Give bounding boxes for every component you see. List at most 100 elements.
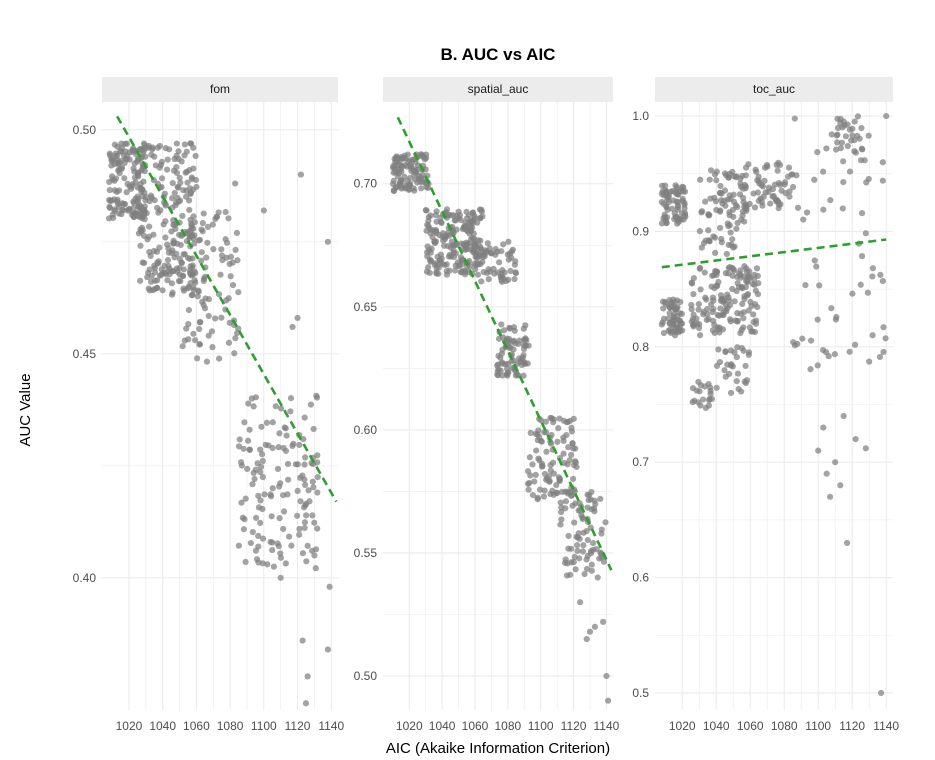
scatter-point [737,330,743,336]
scatter-point [170,241,176,247]
scatter-point [811,177,817,183]
scatter-point [816,282,822,288]
scatter-point [446,253,452,259]
scatter-point [254,556,260,562]
scatter-point [177,197,183,203]
scatter-point [708,167,714,173]
scatter-point [115,144,121,150]
scatter-point [289,324,295,330]
scatter-point [775,160,781,166]
scatter-point [741,263,747,269]
scatter-point [728,318,734,324]
scatter-point [448,212,454,218]
scatter-point [808,337,814,343]
scatter-point [565,546,571,552]
scatter-point [159,159,165,165]
facet-strip-label: toc_auc [753,82,795,96]
scatter-point [539,461,545,467]
scatter-point [282,424,288,430]
scatter-point [433,212,439,218]
y-tick-label: 0.55 [354,546,378,560]
scatter-point [595,574,601,580]
scatter-point [863,445,869,451]
scatter-point [302,519,308,525]
scatter-point [786,194,792,200]
scatter-point [522,322,528,328]
scatter-point [733,173,739,179]
scatter-point [191,287,197,293]
scatter-point [870,332,876,338]
scatter-point [187,191,193,197]
scatter-point [230,282,236,288]
scatter-point [748,303,754,309]
scatter-point [705,227,711,233]
scatter-point [535,437,541,443]
scatter-point [276,430,282,436]
scatter-point [285,477,291,483]
scatter-point [287,408,293,414]
scatter-point [433,228,439,234]
x-tick-label: 1020 [396,719,423,733]
scatter-point [242,559,248,565]
scatter-point [308,401,314,407]
scatter-point [525,487,531,493]
x-tick-label: 1100 [805,719,831,733]
scatter-point [672,189,678,195]
scatter-point [495,361,501,367]
scatter-point [681,200,687,206]
scatter-point [179,213,185,219]
scatter-point [852,118,858,124]
y-tick-label: 0.7 [632,455,649,469]
scatter-point [599,526,605,532]
scatter-point [107,151,113,157]
scatter-point [679,327,685,333]
scatter-point [600,619,606,625]
scatter-point [432,239,438,245]
scatter-point [725,270,731,276]
scatter-point [170,180,176,186]
scatter-point [210,222,216,228]
scatter-point [169,290,175,296]
scatter-point [840,205,846,211]
x-tick-label: 1100 [528,719,554,733]
scatter-point [790,339,796,345]
scatter-point [589,562,595,568]
scatter-point [704,306,710,312]
scatter-point [697,332,703,338]
scatter-point [124,141,130,147]
scatter-point [512,262,518,268]
scatter-point [223,209,229,215]
scatter-point [300,550,306,556]
scatter-point [426,247,432,253]
scatter-point [742,185,748,191]
scatter-point [273,403,279,409]
scatter-point [173,251,179,257]
scatter-point [576,530,582,536]
scatter-point [433,219,439,225]
plot-area [106,116,336,706]
scatter-point [458,217,464,223]
scatter-point [314,452,320,458]
scatter-point [677,318,683,324]
scatter-point [820,424,826,430]
scatter-point [815,317,821,323]
scatter-point [815,362,821,368]
scatter-point [236,443,242,449]
scatter-point [563,432,569,438]
scatter-point [311,552,317,558]
scatter-point [190,165,196,171]
scatter-point [201,210,207,216]
scatter-point [851,137,857,143]
scatter-point [706,238,712,244]
scatter-point [171,168,177,174]
scatter-point [716,313,722,319]
scatter-point [165,257,171,263]
scatter-point [230,260,236,266]
scatter-point [799,336,805,342]
scatter-point [670,197,676,203]
scatter-point [189,264,195,270]
scatter-point [148,193,154,199]
x-tick-label: 1140 [594,719,620,733]
scatter-point [141,260,147,266]
scatter-point [717,209,723,215]
